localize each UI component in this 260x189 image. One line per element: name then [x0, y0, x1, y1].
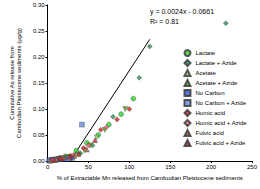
svg-text:150: 150	[165, 164, 176, 170]
svg-text:50: 50	[85, 164, 92, 170]
svg-text:0.30: 0.30	[33, 2, 45, 8]
svg-text:Humic acid + Azide: Humic acid + Azide	[195, 120, 247, 126]
svg-text:Fulvic acid: Fulvic acid	[195, 130, 223, 136]
svg-text:0.25: 0.25	[33, 28, 45, 34]
svg-text:Lactate: Lactate	[195, 50, 215, 56]
svg-text:No Carbon: No Carbon	[195, 90, 224, 96]
svg-text:0.20: 0.20	[33, 54, 45, 60]
svg-text:0.00: 0.00	[33, 158, 45, 164]
svg-text:250: 250	[247, 164, 258, 170]
svg-text:Lactate + Azide: Lactate + Azide	[195, 60, 237, 66]
svg-text:0.10: 0.10	[33, 106, 45, 112]
svg-text:0.15: 0.15	[33, 80, 45, 86]
svg-text:y = 0.0024x - 0.0661: y = 0.0024x - 0.0661	[150, 8, 214, 16]
svg-text:Acetate: Acetate	[195, 70, 216, 76]
svg-text:200: 200	[206, 164, 217, 170]
svg-text:100: 100	[124, 164, 135, 170]
svg-text:0.05: 0.05	[33, 132, 45, 138]
svg-text:0: 0	[46, 164, 50, 170]
svg-text:Humic acid: Humic acid	[195, 110, 225, 116]
svg-text:Cumulative As release from: Cumulative As release from	[9, 46, 15, 119]
svg-text:Fulvic acid + Azide: Fulvic acid + Azide	[195, 140, 246, 146]
svg-text:No Carbon + Azide: No Carbon + Azide	[195, 100, 246, 106]
svg-text:% of Extractable Mn released f: % of Extractable Mn released from Cambod…	[57, 175, 243, 181]
svg-text:Acetate + Azide: Acetate + Azide	[195, 80, 238, 86]
svg-text:Cambodian Pleistocene sediment: Cambodian Pleistocene sediments (µg/g)	[16, 28, 22, 138]
svg-text:R² = 0.81: R² = 0.81	[150, 18, 179, 25]
